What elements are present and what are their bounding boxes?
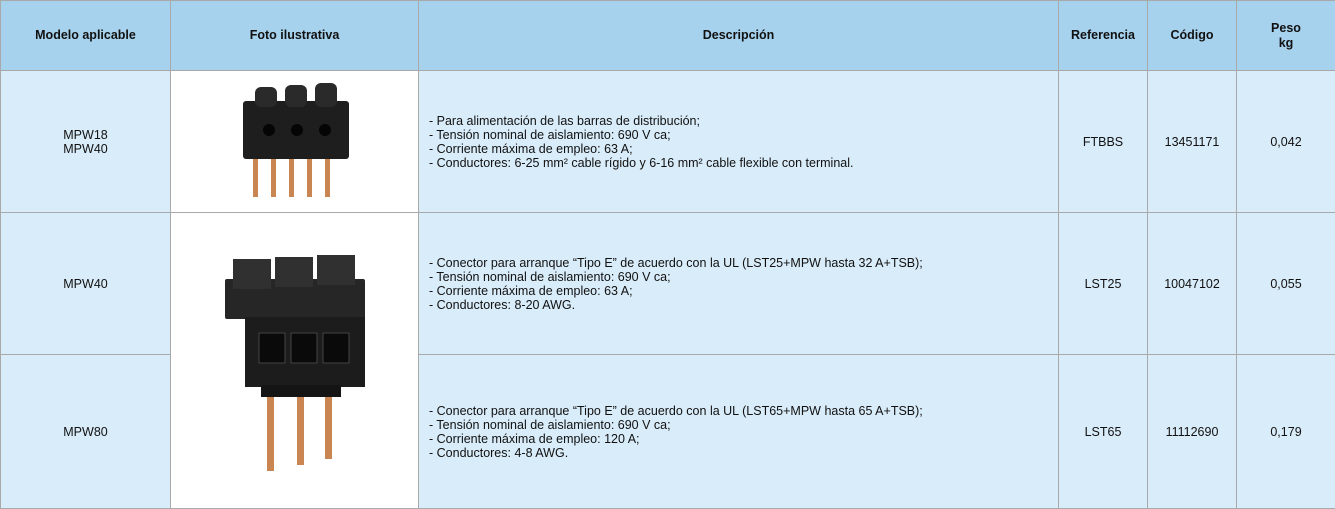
weight-cell: 0,055 [1236,212,1335,355]
header-text: Referencia [1071,28,1135,42]
weight-cell: 0,179 [1236,354,1335,509]
header-text: Código [1170,28,1214,42]
description-line: - Conductores: 6-25 mm² cable rígido y 6… [429,155,854,170]
reference-cell: LST65 [1058,354,1148,509]
model-cell: MPW80 [0,354,171,509]
photo-cell [170,70,419,213]
table-row: MPW80 - Conector para arranque “Tipo E” d… [0,354,1335,509]
model-text: MPW40 [63,141,108,156]
description-line: - Para alimentación de las barras de dis… [429,113,700,128]
description-line: - Conector para arranque “Tipo E” de acu… [429,255,923,270]
column-header: Descripción [418,0,1059,71]
photo-lst [224,255,365,471]
description-line: - Conector para arranque “Tipo E” de acu… [429,403,923,418]
table-row: MPW40 - Conector para arranque “Tipo E” … [0,212,1335,509]
description-cell: - Conector para arranque “Tipo E” de acu… [418,354,1059,509]
column-header: Referencia [1058,0,1148,71]
photo-ftbbs [242,83,349,197]
code-cell: 10047102 [1147,212,1237,355]
header-text: Descripción [702,28,775,42]
header-text: kg [1278,35,1294,50]
weight-cell: 0,042 [1236,70,1335,213]
header-row: Modelo aplicable Foto ilustrativa Descripc… [0,0,1335,71]
reference-cell: FTBBS [1058,70,1148,213]
description-line: - Corriente máxima de empleo: 120 A; [429,431,640,446]
description-line: - Tensión nominal de aislamiento: 690 V … [429,269,671,284]
description-line: - Tensión nominal de aislamiento: 690 V … [429,127,671,142]
code-cell: 13451171 [1147,70,1237,213]
description-cell: - Conector para arranque “Tipo E” de acu… [418,212,1059,355]
table-body: MPW18 MPW40 - Para alimentación de las ba… [0,70,1335,509]
header-text: Foto ilustrativa [249,28,340,42]
description-line: - Conductores: 8-20 AWG. [429,297,576,312]
model-cell: MPW18 MPW40 [0,70,171,213]
model-cell: MPW40 [0,212,171,355]
table-row: MPW18 MPW40 - Para alimentación de las ba… [0,70,1335,213]
description-line: - Corriente máxima de empleo: 63 A; [429,141,633,156]
model-text: MPW18 [63,127,108,142]
description-line: - Tensión nominal de aislamiento: 690 V … [429,417,671,432]
model-text: MPW80 [63,424,108,439]
photo-cell [170,212,419,509]
reference-cell: LST25 [1058,212,1148,355]
description-line: - Corriente máxima de empleo: 63 A; [429,283,633,298]
header-text: Peso [1271,20,1301,35]
header-text: Modelo aplicable [35,28,136,42]
column-header: Modelo aplicable [0,0,171,71]
description-line: - Conductores: 4-8 AWG. [429,445,569,460]
column-header: Peso kg [1236,0,1335,71]
description-cell: - Para alimentación de las barras de dis… [418,70,1059,213]
column-header: Foto ilustrativa [170,0,419,71]
column-header: Código [1147,0,1237,71]
code-cell: 11112690 [1147,354,1237,509]
model-text: MPW40 [63,276,108,291]
